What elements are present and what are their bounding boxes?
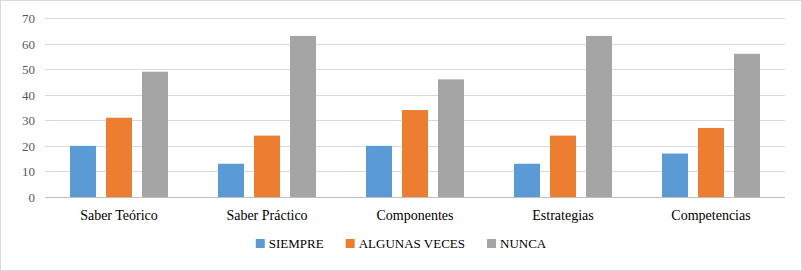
legend-swatch — [487, 239, 496, 248]
legend: SIEMPRE ALGUNAS VECES NUNCA — [256, 236, 547, 251]
legend-item: SIEMPRE — [256, 236, 324, 251]
x-tick-label: Competencias — [671, 208, 750, 223]
chart: 0 10 20 30 40 50 60 70 Saber Teórico Saber Prácti… — [0, 0, 802, 271]
bar — [586, 36, 612, 197]
legend-swatch — [256, 239, 265, 248]
bar — [366, 146, 392, 197]
bar — [218, 164, 244, 197]
y-tick-label: 20 — [22, 139, 35, 154]
x-tick-label: Estrategias — [532, 208, 593, 223]
bar — [290, 36, 316, 197]
y-tick-label: 40 — [22, 88, 35, 103]
x-tick-label: Saber Teórico — [80, 208, 158, 223]
bar — [514, 164, 540, 197]
bar — [70, 146, 96, 197]
y-tick-label: 0 — [29, 190, 36, 205]
legend-item: NUNCA — [487, 236, 547, 251]
y-tick-label: 50 — [22, 62, 35, 77]
legend-swatch — [346, 239, 355, 248]
y-tick-label: 70 — [22, 11, 35, 26]
bar — [142, 72, 168, 197]
bar — [698, 128, 724, 197]
bar — [734, 54, 760, 197]
bars — [70, 36, 760, 197]
x-axis — [45, 197, 785, 198]
chart-frame — [1, 1, 802, 271]
legend-item: ALGUNAS VECES — [346, 236, 465, 251]
bar — [550, 136, 576, 197]
y-tick-label: 60 — [22, 37, 35, 52]
legend-label: ALGUNAS VECES — [359, 236, 465, 251]
bar — [402, 110, 428, 197]
grid-line — [45, 18, 785, 19]
grid-line — [45, 69, 785, 70]
grid-line — [45, 44, 785, 45]
grid — [45, 19, 785, 198]
bar — [438, 79, 464, 197]
legend-label: SIEMPRE — [269, 236, 324, 251]
bar — [662, 154, 688, 197]
x-tick-label: Saber Práctico — [226, 208, 307, 223]
legend-label: NUNCA — [500, 236, 547, 251]
y-tick-label: 30 — [22, 113, 35, 128]
x-tick-label: Componentes — [377, 208, 454, 223]
y-tick-label: 10 — [22, 164, 35, 179]
axis-line — [45, 197, 785, 198]
bar — [106, 118, 132, 197]
bar — [254, 136, 280, 197]
